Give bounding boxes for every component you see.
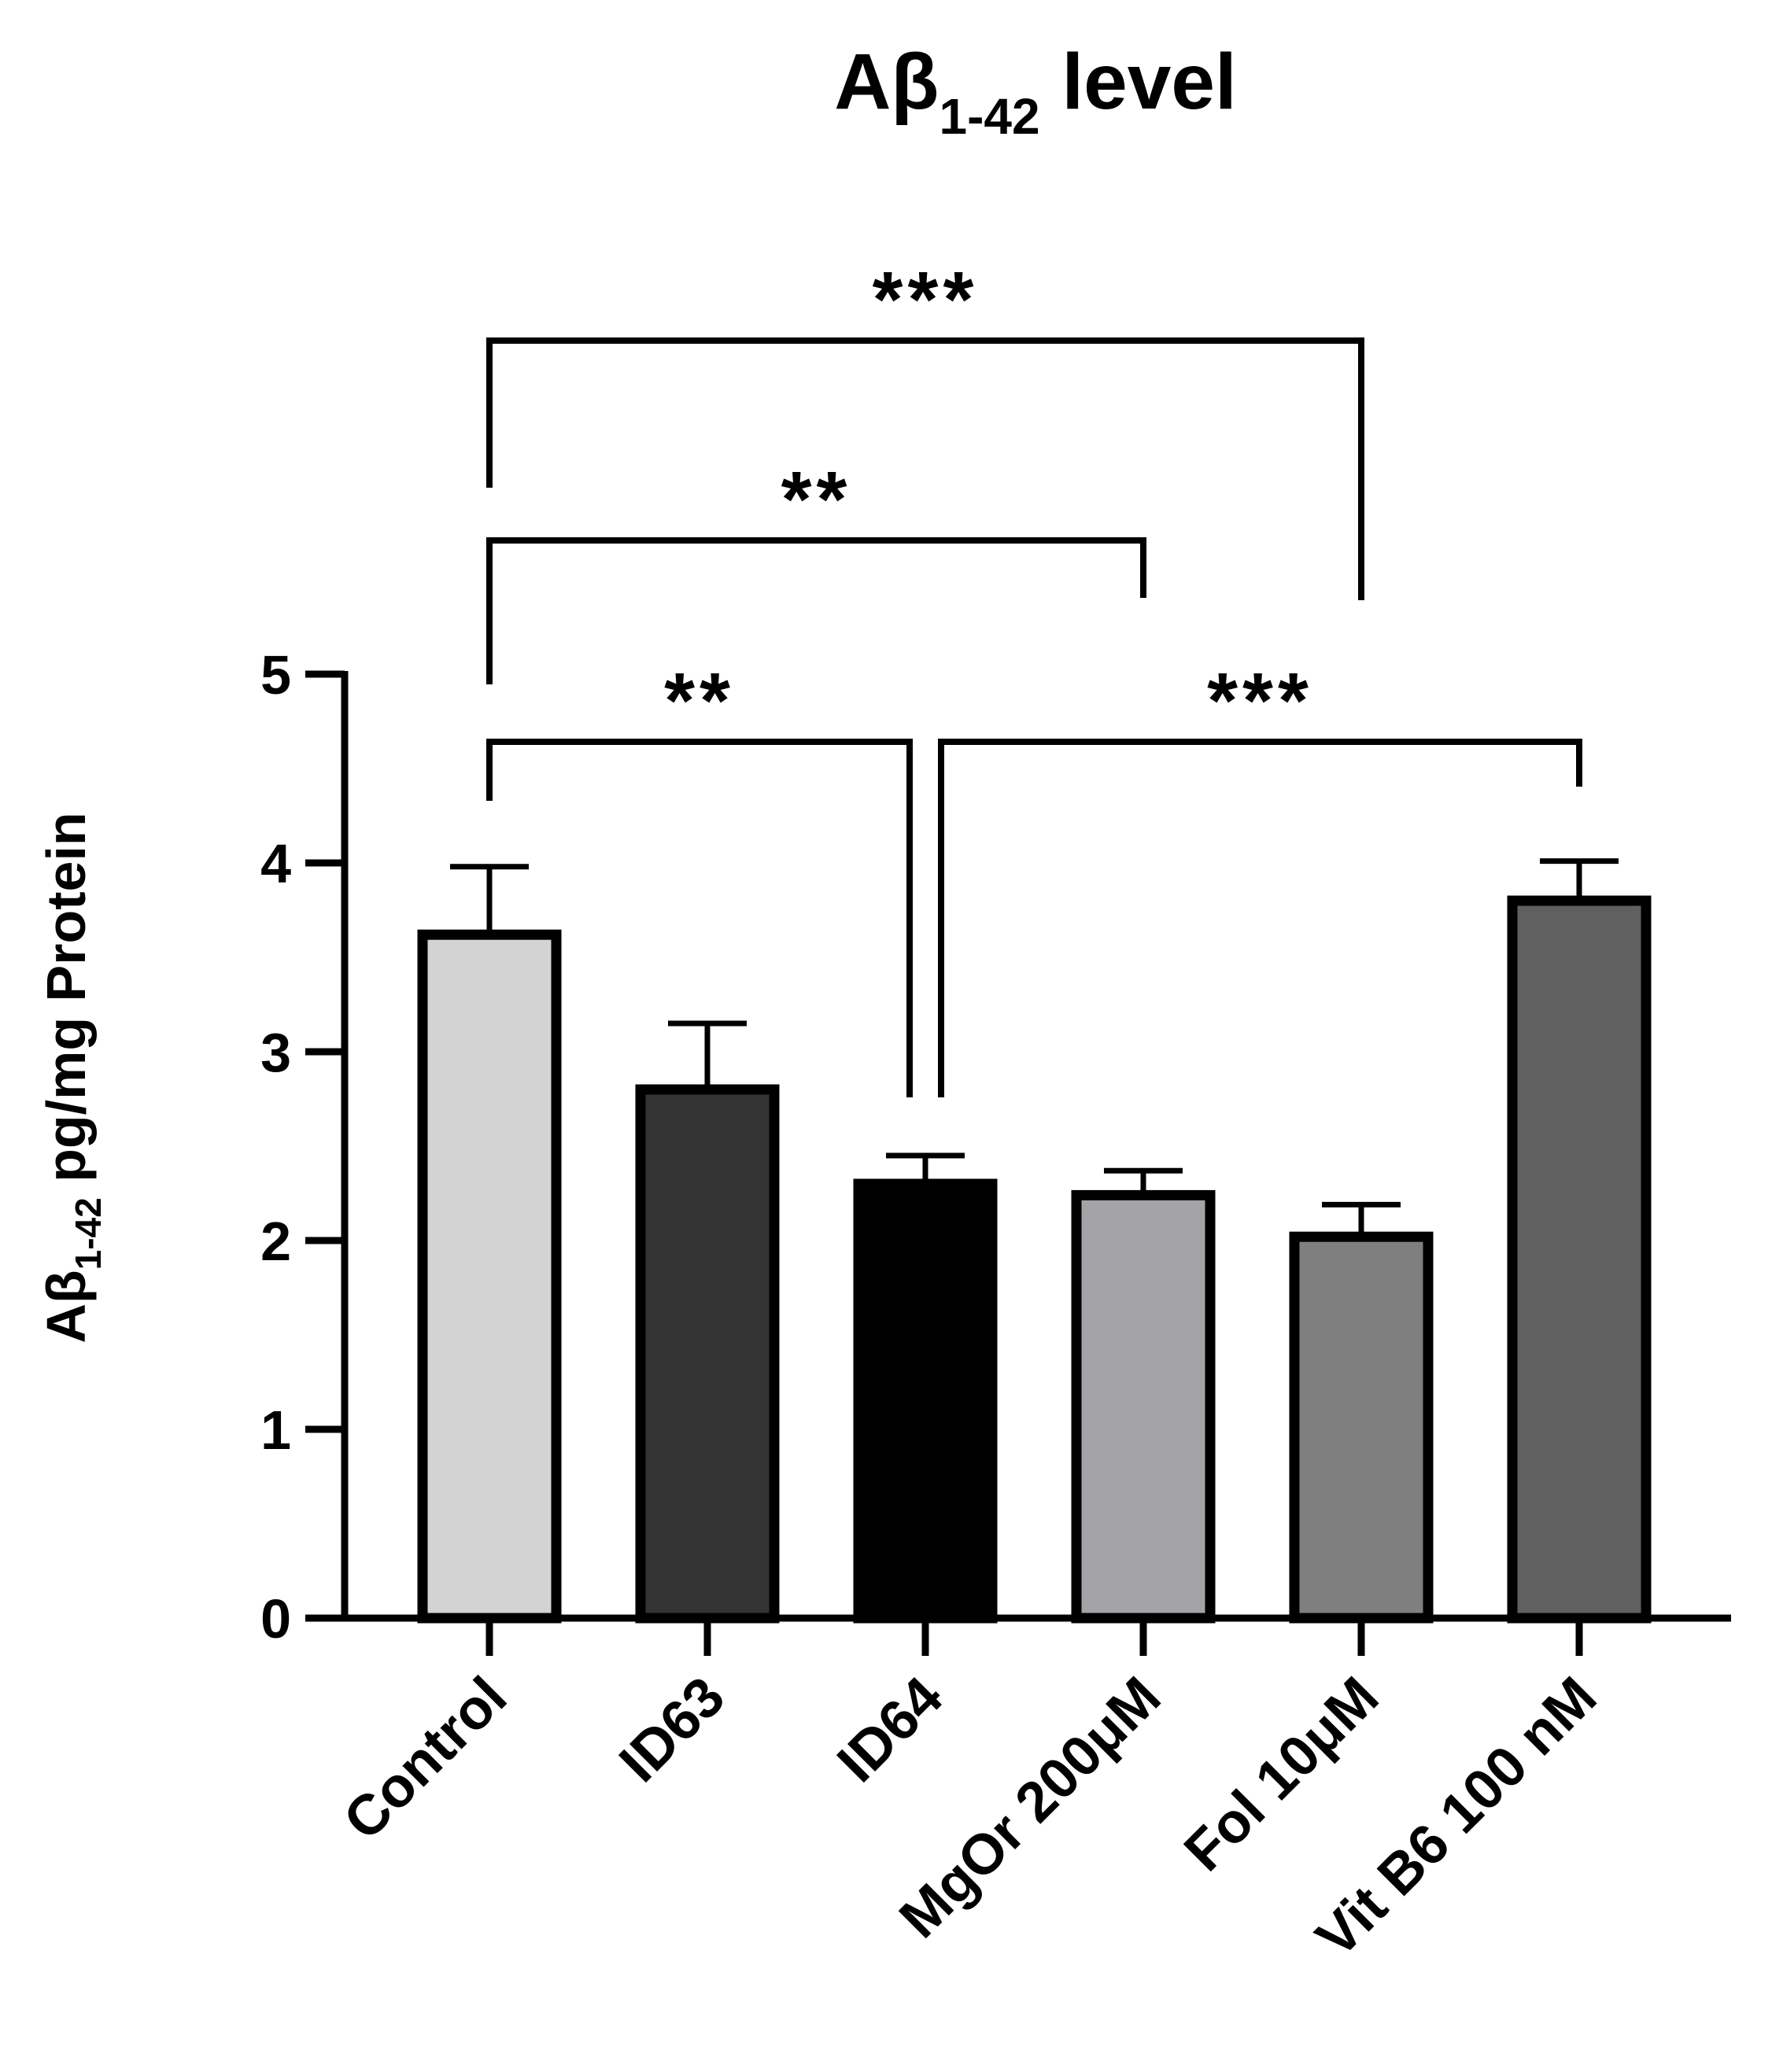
significance-bracket-3: [486, 337, 1364, 600]
bar-1: [635, 1084, 780, 1624]
y-tick-label-0: 0: [260, 1588, 291, 1650]
significance-bracket-2: [486, 537, 1146, 684]
bar-3: [1071, 1189, 1216, 1624]
significance-label-2: **: [781, 455, 852, 544]
bar-5: [1507, 895, 1652, 1624]
x-tick-label-1: ID63: [607, 1665, 736, 1794]
bar-4: [1289, 1231, 1434, 1624]
x-tick-label-2: ID64: [825, 1665, 954, 1794]
significance-label-1: ***: [1207, 657, 1313, 745]
error-bars: [450, 858, 1619, 1237]
y-tick-label-5: 5: [260, 644, 291, 706]
x-tick-label-4: Fol 10μM: [1172, 1665, 1390, 1883]
significance-bracket-1: [938, 739, 1582, 1097]
bar-0: [417, 929, 562, 1624]
y-tick-label-1: 1: [260, 1399, 291, 1461]
x-tick-label-0: Control: [332, 1665, 519, 1853]
y-axis-label: Aβ1-42 pg/mg Protein: [35, 812, 109, 1343]
y-tick-label-2: 2: [260, 1211, 291, 1272]
significance-label-3: ***: [873, 256, 979, 344]
significance-bracket-0: [486, 739, 913, 1097]
significance-label-0: **: [664, 657, 735, 745]
y-tick-label-4: 4: [260, 833, 291, 894]
bars: [417, 895, 1652, 1624]
y-tick-label-3: 3: [260, 1022, 291, 1083]
bar-2: [853, 1178, 998, 1624]
chart-title: Aβ1-42 level: [834, 38, 1237, 145]
significance-brackets: ** ********: [486, 256, 1582, 1097]
